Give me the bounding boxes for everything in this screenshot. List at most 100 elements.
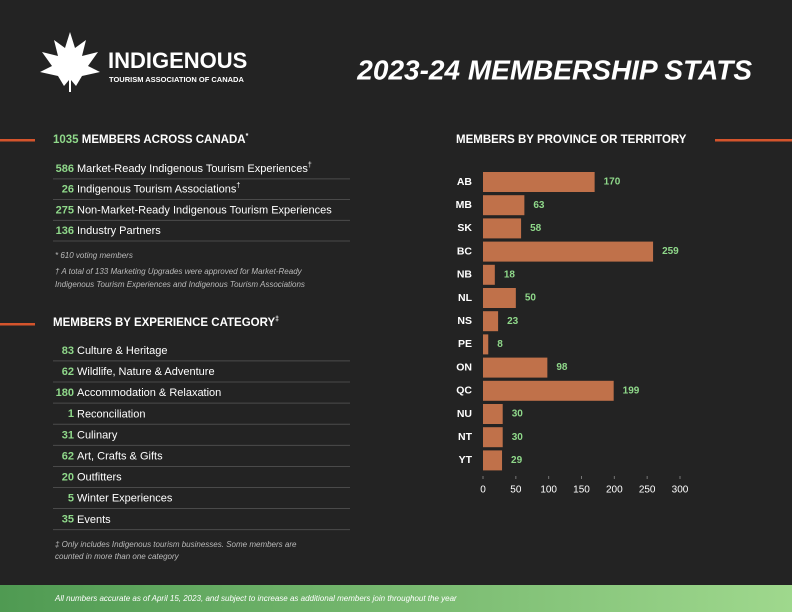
- value-label: 259: [662, 246, 679, 257]
- row-label-text: Winter Experiences: [77, 493, 173, 505]
- row-label-text: Industry Partners: [77, 225, 161, 237]
- value-label: 63: [533, 200, 545, 211]
- row-label: Wildlife, Nature & Adventure: [77, 366, 215, 378]
- bar: [483, 311, 499, 332]
- footnote-mark: †: [308, 162, 312, 169]
- bar: [483, 334, 489, 355]
- bar: [483, 380, 614, 401]
- row-label-text: Events: [77, 514, 111, 526]
- members-heading-text: MEMBERS ACROSS CANADA: [82, 134, 246, 146]
- row-separator: [53, 219, 350, 221]
- value-label: 58: [530, 223, 542, 234]
- value-label: 199: [623, 385, 640, 396]
- y-tick-label: SK: [457, 222, 472, 234]
- logo-title: INDIGENOUS: [108, 48, 247, 73]
- members-heading: 1035 MEMBERS ACROSS CANADA*: [53, 133, 249, 146]
- row-label: Accommodation & Relaxation: [77, 387, 221, 399]
- page-title: 2023-24 MEMBERSHIP STATS: [356, 54, 752, 85]
- bar: [483, 427, 503, 448]
- row-label-text: Market-Ready Indigenous Tourism Experien…: [77, 163, 308, 175]
- footnote: counted in more than one category: [55, 552, 180, 561]
- bar: [483, 172, 595, 192]
- bar: [483, 195, 525, 216]
- row-number: 275: [56, 204, 74, 216]
- row-label-text: Non-Market-Ready Indigenous Tourism Expe…: [77, 204, 332, 216]
- row-label-text: Culture & Heritage: [77, 345, 168, 357]
- row-separator: [53, 199, 350, 200]
- value-label: 8: [497, 339, 503, 350]
- row-label: Outfitters: [77, 472, 122, 484]
- footnote: Indigenous Tourism Experiences and Indig…: [55, 280, 305, 289]
- bar: [483, 288, 516, 308]
- footer-note: All numbers accurate as of April 15, 202…: [54, 594, 457, 603]
- y-tick-label: ON: [456, 361, 472, 373]
- x-tick-label: 300: [672, 485, 689, 496]
- x-tick-label: 100: [540, 485, 557, 496]
- row-label: Culinary: [77, 429, 118, 441]
- y-tick-label: YT: [459, 454, 473, 466]
- bar: [483, 264, 495, 285]
- row-number: 180: [56, 387, 74, 399]
- row-label: Reconciliation: [77, 408, 145, 420]
- y-tick-label: NB: [457, 269, 473, 281]
- row-label-text: Reconciliation: [77, 408, 145, 420]
- row-label: Winter Experiences: [77, 493, 173, 505]
- row-separator: [53, 487, 350, 488]
- members-total: 1035: [53, 134, 79, 146]
- y-tick-label: MB: [456, 199, 473, 211]
- row-number: 62: [62, 366, 74, 378]
- logo-subtitle: TOURISM ASSOCIATION OF CANADA: [109, 75, 244, 84]
- row-label: Events: [77, 514, 111, 526]
- value-label: 23: [507, 316, 519, 327]
- y-tick-label: NS: [457, 315, 472, 327]
- footer-bar: [0, 585, 792, 612]
- row-separator: [53, 381, 350, 383]
- y-tick-label: PE: [458, 338, 472, 350]
- bar: [483, 357, 548, 378]
- row-label-text: Accommodation & Relaxation: [77, 387, 221, 399]
- row-label-text: Wildlife, Nature & Adventure: [77, 366, 215, 378]
- y-tick-label: AB: [457, 176, 473, 188]
- row-separator: [53, 240, 350, 242]
- y-tick-label: BC: [457, 245, 473, 257]
- row-separator: [53, 529, 350, 531]
- footnote: † A total of 133 Marketing Upgrades were…: [55, 267, 303, 276]
- row-label: Industry Partners: [77, 225, 161, 237]
- value-label: 18: [504, 269, 516, 280]
- y-tick-label: NT: [458, 431, 473, 443]
- x-tick-label: 0: [480, 485, 486, 496]
- value-label: 30: [512, 432, 524, 443]
- row-label: Non-Market-Ready Indigenous Tourism Expe…: [77, 204, 332, 216]
- x-tick-label: 50: [510, 485, 522, 496]
- row-separator: [53, 402, 350, 404]
- footnote-mark: *: [246, 133, 249, 140]
- y-tick-label: QC: [456, 385, 472, 397]
- row-number: 136: [56, 225, 74, 237]
- footnote: ‡ Only includes Indigenous tourism busin…: [55, 540, 297, 549]
- row-number: 31: [62, 429, 74, 441]
- value-label: 50: [525, 293, 537, 304]
- row-separator: [53, 444, 350, 446]
- row-label-text: Outfitters: [77, 472, 122, 484]
- row-label: Art, Crafts & Gifts: [77, 450, 163, 462]
- value-label: 29: [511, 455, 523, 466]
- x-tick-label: 150: [573, 485, 590, 496]
- row-separator: [53, 466, 350, 467]
- logo-leaf: [40, 32, 100, 92]
- chart-title: MEMBERS BY PROVINCE OR TERRITORY: [456, 134, 687, 146]
- row-label: Culture & Heritage: [77, 345, 168, 357]
- row-number: 586: [56, 163, 74, 175]
- row-label: Market-Ready Indigenous Tourism Experien…: [77, 162, 312, 175]
- y-tick-label: NL: [458, 292, 473, 304]
- bar: [483, 218, 522, 239]
- accent-line: [0, 139, 35, 142]
- row-number: 1: [68, 408, 74, 420]
- row-number: 62: [62, 450, 74, 462]
- value-label: 98: [556, 362, 568, 373]
- accent-line: [715, 139, 792, 142]
- row-label-text: Art, Crafts & Gifts: [77, 450, 163, 462]
- row-number: 5: [68, 493, 74, 505]
- row-label: Indigenous Tourism Associations†: [77, 183, 240, 196]
